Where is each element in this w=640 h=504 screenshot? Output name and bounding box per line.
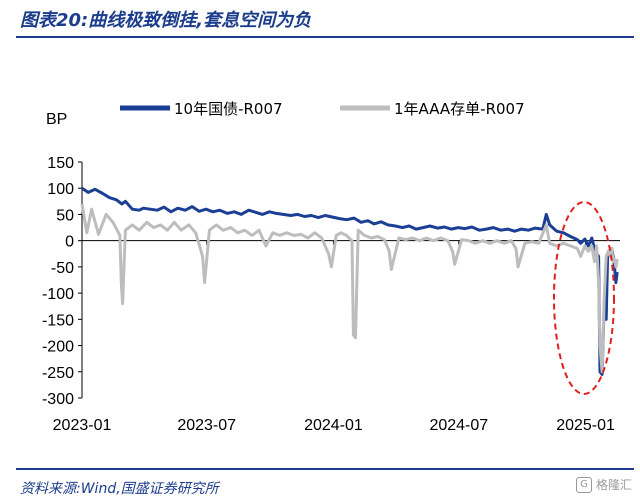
y-tick-label: -150 (42, 312, 74, 329)
y-tick-label: -50 (51, 260, 74, 277)
highlight-ellipse (553, 201, 615, 395)
series-line-1y-aaa-ncd (80, 203, 619, 374)
x-tick-label: 2024-01 (304, 417, 363, 434)
y-tick-label: -200 (42, 339, 74, 356)
footer-divider (16, 468, 634, 470)
legend-label-1y-aaa-ncd: 1年AAA存单-R007 (394, 100, 525, 118)
title-bar: 图表20:曲线极致倒挂,套息空间为负 (0, 0, 640, 40)
page-title: 图表20:曲线极致倒挂,套息空间为负 (20, 10, 312, 31)
y-tick-label: -300 (42, 391, 74, 408)
line-chart: 10年国债-R007 1年AAA存单-R007 BP 150 100 50 0 -50 -1… (42, 100, 620, 434)
watermark-logo-icon: G (575, 476, 592, 493)
x-tick-label: 2023-01 (53, 417, 112, 434)
x-tick-label: 2024-07 (429, 417, 488, 434)
y-axis-label: BP (46, 111, 67, 128)
y-tick-label: 0 (65, 234, 74, 251)
y-axis: 150 100 50 0 -50 -100 -150 -200 -250 -300 (42, 155, 83, 408)
title-divider (16, 36, 634, 38)
legend-label-10y-govt-bond: 10年国债-R007 (174, 100, 283, 118)
x-axis: 2023-01 2023-07 2024-01 2024-07 2025-01 (53, 240, 620, 434)
y-tick-label: -100 (42, 286, 74, 303)
watermark-text: 格隆汇 (595, 478, 632, 492)
chart-legend: 10年国债-R007 1年AAA存单-R007 (120, 100, 525, 118)
y-tick-label: -250 (42, 365, 74, 382)
watermark: G 格隆汇 (575, 476, 632, 493)
y-tick-label: 50 (56, 207, 74, 224)
y-tick-label: 150 (47, 155, 74, 172)
source-note: 资料来源:Wind,国盛证券研究所 (20, 481, 219, 497)
series-line-10y-govt-bond (81, 186, 619, 376)
y-tick-label: 100 (47, 181, 74, 198)
x-tick-label: 2025-01 (556, 417, 615, 434)
series-layer (80, 186, 619, 376)
x-tick-label: 2023-07 (177, 417, 236, 434)
